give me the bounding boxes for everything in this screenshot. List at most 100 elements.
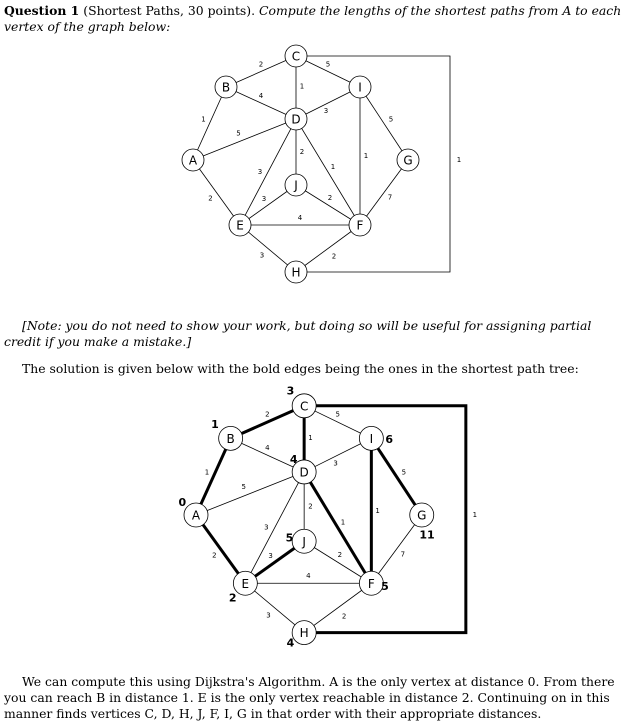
distance-label-j: 5 — [286, 532, 294, 545]
distance-label-c: 3 — [287, 385, 295, 398]
explanation-text: We can compute this using Dijkstra's Alg… — [4, 674, 615, 721]
edge-c-i — [303, 405, 372, 439]
edge-weight: 3 — [266, 611, 270, 619]
vertex-label-j: J — [293, 179, 298, 193]
vertex-label-d: D — [291, 113, 300, 127]
edge-weight: 1 — [308, 434, 312, 442]
distance-label-a: 0 — [179, 496, 187, 509]
edge-d-f — [295, 118, 361, 226]
vertex-d — [284, 107, 308, 131]
edge-g-f — [371, 514, 423, 584]
vertex-b — [214, 75, 238, 99]
edge-a-d — [195, 471, 305, 516]
edge-weight: 2 — [308, 503, 312, 511]
vertex-label-e: E — [242, 577, 250, 591]
edge-e-h — [245, 582, 305, 633]
edge-weight: 3 — [258, 168, 262, 176]
vertex-i — [348, 75, 372, 99]
edge-weight: 5 — [242, 483, 246, 491]
vertex-label-g: G — [403, 154, 412, 168]
vertex-label-i: I — [370, 432, 374, 446]
edge-weight: 1 — [341, 518, 345, 526]
edge-weight: 1 — [473, 511, 477, 519]
edge-b-c — [225, 55, 297, 88]
edge-a-d — [192, 118, 297, 161]
edge-a-b — [192, 86, 227, 161]
vertex-b — [218, 425, 244, 451]
edge-weight: 1 — [375, 507, 379, 515]
question-paragraph: Question 1 (Shortest Paths, 30 points). … — [4, 3, 627, 35]
edge-weight: 3 — [333, 460, 337, 468]
edge-d-f — [302, 471, 373, 585]
vertex-label-c: C — [300, 399, 308, 413]
edge-weight: 2 — [300, 148, 304, 156]
distance-label-b: 1 — [211, 418, 219, 431]
question-prompt: Compute the lengths of the shortest path… — [4, 3, 622, 34]
edge-weight: 2 — [212, 551, 216, 559]
edge-d-i — [303, 437, 372, 473]
distance-label-h: 4 — [287, 637, 295, 650]
vertex-label-c: C — [292, 50, 300, 64]
edge-g-f — [359, 159, 409, 226]
edge-e-h — [239, 224, 297, 273]
vertex-g — [409, 502, 435, 528]
vertex-label-h: H — [300, 626, 309, 640]
vertex-f — [358, 570, 384, 596]
edge-a-e — [194, 514, 247, 585]
edge-weight: 5 — [402, 468, 406, 476]
edge-weight: 3 — [260, 252, 264, 260]
question-meta: (Shortest Paths, 30 points). — [83, 3, 256, 18]
vertex-a — [183, 502, 209, 528]
vertex-i — [358, 425, 384, 451]
problem-graph: 1 5 2 2 4 1 5 1 3 2 3 1 1 5 7 3 2 4 3 2 A B C D E F G H I J — [181, 44, 461, 284]
distance-label-i: 6 — [385, 433, 393, 446]
distance-label-d: 4 — [290, 453, 298, 466]
vertex-label-g: G — [417, 509, 426, 523]
vertex-h — [291, 620, 317, 646]
edge-d-e — [239, 118, 297, 226]
edge-weight: 5 — [389, 116, 393, 124]
edge-weight: 1 — [364, 152, 368, 160]
edge-weight: 3 — [268, 552, 272, 560]
edge-weight: 3 — [324, 107, 328, 115]
vertex-j — [284, 173, 308, 197]
edge-j-e — [239, 184, 297, 226]
edge-weight: 4 — [298, 214, 303, 222]
edge-weight: 7 — [388, 194, 392, 202]
vertex-label-i: I — [358, 81, 362, 95]
vertex-e — [228, 213, 252, 237]
edge-weight: 5 — [236, 130, 240, 138]
solution-intro: The solution is given below with the bol… — [22, 361, 579, 376]
edge-d-i — [295, 86, 361, 120]
distance-label-f: 5 — [381, 580, 389, 593]
edge-weight: 5 — [326, 61, 330, 69]
edge-weight: 2 — [208, 195, 212, 203]
vertex-label-d: D — [300, 465, 309, 479]
edge-f-h — [295, 224, 361, 273]
edge-d-e — [244, 471, 305, 584]
vertex-label-b: B — [227, 432, 235, 446]
edge-f-h — [303, 582, 372, 633]
vertex-a — [181, 148, 205, 172]
edge-c-h — [304, 55, 451, 273]
edge-weight: 2 — [332, 253, 336, 261]
edge-weight: 1 — [205, 468, 209, 476]
edge-c-h — [313, 404, 468, 635]
edge-j-f — [303, 540, 372, 584]
vertex-label-f: F — [368, 577, 375, 591]
note-text: [Note: you do not need to show your work… — [4, 318, 592, 349]
edge-i-g — [359, 86, 409, 161]
edge-weight: 4 — [306, 572, 311, 580]
edge-weight: 2 — [265, 411, 269, 419]
edge-weight: 3 — [262, 195, 266, 203]
vertex-h — [284, 260, 308, 284]
vertex-d — [291, 459, 317, 485]
vertex-label-b: B — [222, 81, 230, 95]
edge-a-e — [192, 159, 241, 226]
edge-weight: 3 — [264, 524, 268, 532]
distance-label-e: 2 — [229, 591, 237, 604]
question-heading: Question 1 — [4, 3, 80, 18]
edge-weight: 4 — [265, 444, 270, 452]
vertex-label-j: J — [301, 535, 306, 549]
